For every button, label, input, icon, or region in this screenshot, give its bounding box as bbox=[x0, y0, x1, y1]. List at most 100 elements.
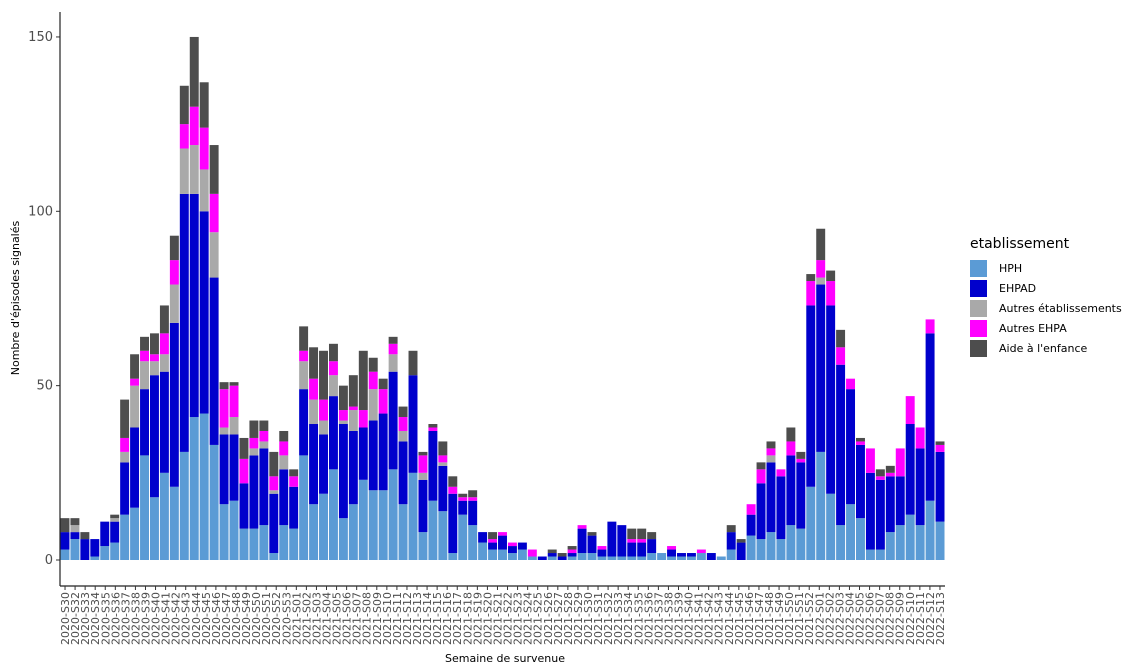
x-tick-label: 2022-S12 bbox=[924, 592, 937, 645]
x-tick-label: 2020-S30 bbox=[59, 592, 72, 645]
bar-segment bbox=[179, 85, 189, 125]
bar-segment bbox=[597, 546, 607, 550]
bar-segment bbox=[130, 385, 140, 428]
x-tick-label: 2021-S08 bbox=[361, 592, 374, 645]
bar-segment bbox=[159, 472, 169, 560]
bar-segment bbox=[159, 354, 169, 372]
bar-segment bbox=[279, 430, 289, 442]
bar-segment bbox=[269, 451, 279, 477]
legend-title: etablissement bbox=[970, 236, 1070, 252]
bar-segment bbox=[189, 193, 199, 418]
x-tick-label: 2021-S14 bbox=[421, 592, 434, 645]
bar-segment bbox=[915, 448, 925, 526]
legend-item: HPH bbox=[970, 258, 1122, 278]
bar-segment bbox=[378, 490, 388, 560]
bar-segment bbox=[478, 542, 488, 560]
x-tick-label: 2021-S19 bbox=[471, 592, 484, 645]
x-tick-label: 2021-S33 bbox=[612, 592, 625, 645]
bar-segment bbox=[418, 532, 428, 560]
bar-segment bbox=[140, 361, 149, 390]
bar-segment bbox=[328, 396, 338, 470]
x-tick-label: 2021-S35 bbox=[632, 592, 645, 645]
bar-segment bbox=[637, 539, 647, 543]
bar-segment bbox=[627, 556, 637, 560]
plot-area: 0501001502020-S302020-S322020-S332020-S3… bbox=[28, 12, 947, 645]
bar-segment bbox=[199, 211, 209, 414]
bar-segment bbox=[836, 329, 846, 348]
bar-segment bbox=[60, 549, 70, 560]
bar-segment bbox=[328, 375, 338, 397]
bar-segment bbox=[597, 556, 607, 560]
bar-segment bbox=[368, 490, 378, 560]
bar-segment bbox=[130, 507, 140, 560]
bar-segment bbox=[935, 444, 945, 452]
bar-segment bbox=[507, 546, 517, 554]
bar-segment bbox=[80, 532, 90, 540]
x-tick-label: 2020-S42 bbox=[170, 592, 183, 645]
bar-segment bbox=[925, 319, 935, 334]
x-tick-label: 2021-S10 bbox=[381, 592, 394, 645]
bar-segment bbox=[408, 472, 418, 560]
bar-segment bbox=[189, 36, 199, 107]
x-tick-label: 2021-S01 bbox=[290, 592, 303, 645]
bar-segment bbox=[120, 451, 130, 463]
bar-segment bbox=[408, 375, 418, 473]
bar-segment bbox=[915, 427, 925, 449]
bar-segment bbox=[338, 420, 348, 425]
bar-segment bbox=[846, 389, 856, 505]
x-tick-label: 2020-S33 bbox=[79, 592, 92, 645]
bar-segment bbox=[607, 521, 617, 557]
bar-segment bbox=[517, 542, 527, 550]
x-tick-label: 2021-S09 bbox=[371, 592, 384, 645]
bar-segment bbox=[806, 281, 816, 306]
x-tick-label: 2022-S08 bbox=[884, 592, 897, 645]
bar-segment bbox=[219, 504, 229, 560]
bar-segment bbox=[388, 343, 398, 355]
bar-segment bbox=[289, 486, 299, 529]
bar-segment bbox=[189, 106, 199, 146]
x-tick-label: 2020-S45 bbox=[200, 592, 213, 645]
legend-item: Autres établissements bbox=[970, 298, 1122, 318]
bar-segment bbox=[895, 448, 905, 477]
bar-segment bbox=[438, 465, 448, 512]
bar-segment bbox=[726, 532, 736, 550]
bar-segment bbox=[905, 424, 915, 515]
bar-segment bbox=[130, 427, 140, 508]
bar-segment bbox=[378, 413, 388, 491]
bar-segment bbox=[259, 420, 269, 431]
bar-segment bbox=[398, 417, 408, 431]
bar-segment bbox=[120, 437, 130, 452]
bar-segment bbox=[846, 378, 856, 390]
bar-segment bbox=[249, 455, 259, 529]
bar-segment bbox=[627, 539, 637, 543]
bar-segment bbox=[159, 333, 169, 355]
bar-segment bbox=[448, 493, 458, 554]
bar-segment bbox=[935, 521, 945, 560]
bar-segment bbox=[895, 525, 905, 560]
x-tick-label: 2022-S05 bbox=[854, 592, 867, 645]
bar-segment bbox=[70, 525, 80, 533]
x-tick-label: 2021-S20 bbox=[481, 592, 494, 645]
y-tick-label: 150 bbox=[28, 30, 53, 45]
x-tick-label: 2020-S52 bbox=[270, 592, 283, 645]
bar-segment bbox=[120, 399, 130, 438]
bar-segment bbox=[229, 500, 239, 560]
x-tick-label: 2021-S23 bbox=[512, 592, 525, 645]
bar-segment bbox=[826, 270, 836, 282]
bar-segment bbox=[110, 542, 120, 560]
bar-segment bbox=[577, 553, 587, 560]
bar-segment bbox=[448, 486, 458, 494]
bar-segment bbox=[209, 444, 219, 560]
bar-segment bbox=[269, 490, 279, 494]
bar-segment bbox=[547, 556, 557, 560]
bar-segment bbox=[677, 553, 686, 557]
bar-segment bbox=[438, 511, 448, 560]
bar-segment bbox=[865, 472, 875, 550]
bar-segment bbox=[488, 532, 498, 540]
bar-segment bbox=[299, 455, 309, 560]
bar-segment bbox=[488, 542, 498, 550]
bar-segment bbox=[229, 417, 239, 435]
x-tick-label: 2021-S03 bbox=[310, 592, 323, 645]
bar-segment bbox=[865, 448, 875, 473]
bar-segment bbox=[149, 333, 159, 355]
